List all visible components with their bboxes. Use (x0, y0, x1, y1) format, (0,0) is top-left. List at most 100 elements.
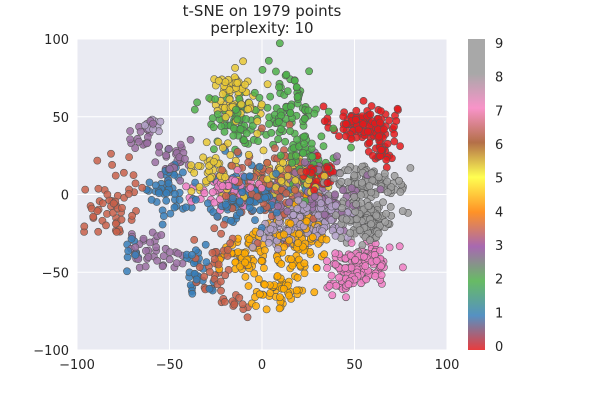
colorbar-tick-label: 4 (495, 205, 503, 220)
scatter-point-class-2 (275, 39, 284, 48)
scatter-point-class-6 (221, 271, 230, 280)
scatter-point-class-4 (302, 217, 311, 226)
scatter-point-class-1 (245, 197, 254, 206)
scatter-point-class-3 (126, 135, 134, 144)
scatter-point-class-8 (364, 202, 373, 210)
scatter-point-class-5 (259, 146, 268, 155)
scatter-point-class-7 (342, 293, 350, 302)
scatter-point-class-5 (257, 100, 266, 109)
scatter-point-class-4 (300, 269, 309, 278)
scatter-point-class-8 (367, 188, 376, 197)
scatter-point-class-6 (226, 239, 235, 248)
scatter-point-class-6 (120, 168, 128, 177)
scatter-point-class-1 (166, 209, 175, 218)
scatter-point-class-2 (287, 102, 295, 111)
scatter-point-class-1 (251, 216, 259, 224)
scatter-point-class-2 (300, 139, 308, 148)
scatter-point-class-0 (375, 132, 383, 141)
scatter-point-class-8 (358, 241, 367, 249)
scatter-point-class-3 (139, 234, 148, 243)
scatter-point-class-9 (248, 243, 257, 251)
scatter-point-class-6 (271, 144, 279, 153)
scatter-point-class-6 (275, 193, 284, 202)
scatter-point-class-0 (396, 142, 404, 150)
scatter-point-class-9 (256, 229, 264, 238)
scatter-point-class-5 (231, 64, 239, 72)
scatter-point-class-5 (279, 158, 287, 167)
scatter-point-class-8 (390, 172, 399, 180)
scatter-point-class-2 (329, 124, 338, 133)
colorbar-tick-label: 5 (495, 172, 503, 187)
scatter-point-class-6 (243, 313, 252, 322)
scatter-point-class-2 (310, 109, 319, 118)
scatter-point-class-7 (341, 264, 350, 272)
scatter-point-class-1 (188, 251, 196, 259)
scatter-point-class-6 (103, 190, 112, 199)
scatter-point-class-8 (352, 215, 361, 224)
scatter-point-class-8 (356, 191, 365, 199)
scatter-point-class-8 (350, 193, 359, 201)
scatter-point-class-6 (263, 159, 272, 167)
scatter-point-class-8 (346, 229, 355, 237)
scatter-point-class-6 (117, 215, 126, 224)
scatter-point-class-6 (220, 220, 228, 229)
scatter-point-class-5 (206, 174, 215, 182)
scatter-point-class-3 (310, 192, 319, 201)
scatter-point-class-2 (229, 131, 238, 140)
scatter-point-class-2 (277, 125, 285, 133)
scatter-point-class-1 (162, 196, 171, 205)
scatter-point-class-4 (322, 235, 331, 244)
scatter-point-class-3 (186, 135, 195, 144)
y-tick-label: 0 (61, 189, 69, 204)
scatter-point-class-2 (242, 115, 250, 123)
scatter-point-class-4 (310, 288, 319, 297)
scatter-point-class-5 (194, 162, 203, 170)
scatter-point-class-5 (221, 113, 230, 122)
scatter-point-class-4 (295, 230, 303, 238)
scatter-point-class-6 (107, 149, 115, 158)
scatter-point-class-8 (381, 218, 390, 226)
scatter-point-class-7 (376, 246, 385, 255)
scatter-point-class-6 (217, 286, 225, 295)
scatter-point-class-3 (181, 155, 189, 163)
scatter-point-class-4 (244, 282, 253, 290)
scatter-point-class-5 (263, 175, 272, 184)
scatter-point-class-5 (241, 80, 249, 89)
scatter-point-class-5 (199, 153, 207, 162)
scatter-point-class-7 (182, 182, 190, 191)
scatter-point-class-4 (292, 286, 301, 295)
scatter-point-class-8 (365, 182, 374, 190)
scatter-point-class-6 (228, 161, 236, 170)
scatter-point-class-2 (299, 149, 308, 157)
scatter-point-class-1 (175, 196, 184, 204)
scatter-point-class-6 (218, 166, 226, 174)
scatter-point-class-0 (319, 102, 328, 111)
scatter-point-class-1 (131, 251, 140, 259)
scatter-point-class-8 (338, 204, 346, 212)
scatter-point-class-8 (350, 171, 359, 180)
scatter-point-class-2 (242, 129, 251, 138)
scatter-point-class-4 (257, 257, 266, 265)
scatter-point-class-8 (337, 177, 346, 186)
scatter-point-class-6 (118, 204, 126, 212)
scatter-point-class-8 (329, 174, 338, 183)
scatter-point-class-4 (250, 269, 259, 278)
scatter-point-class-6 (111, 171, 120, 180)
scatter-point-class-2 (254, 137, 263, 145)
scatter-point-class-9 (264, 238, 273, 247)
scatter-point-class-6 (291, 186, 300, 195)
x-tick-label: −50 (156, 358, 183, 373)
scatter-point-class-9 (274, 245, 282, 253)
scatter-point-class-5 (190, 169, 199, 177)
scatter-point-class-6 (80, 222, 89, 231)
scatter-point-class-4 (276, 293, 284, 302)
scatter-point-class-2 (307, 139, 316, 148)
scatter-point-class-6 (98, 199, 107, 208)
scatter-point-class-2 (286, 127, 294, 135)
scatter-point-class-7 (360, 252, 368, 261)
scatter-point-class-8 (342, 215, 351, 224)
scatter-point-class-3 (153, 256, 161, 265)
scatter-point-class-8 (367, 220, 375, 229)
scatter-point-class-4 (260, 280, 269, 289)
